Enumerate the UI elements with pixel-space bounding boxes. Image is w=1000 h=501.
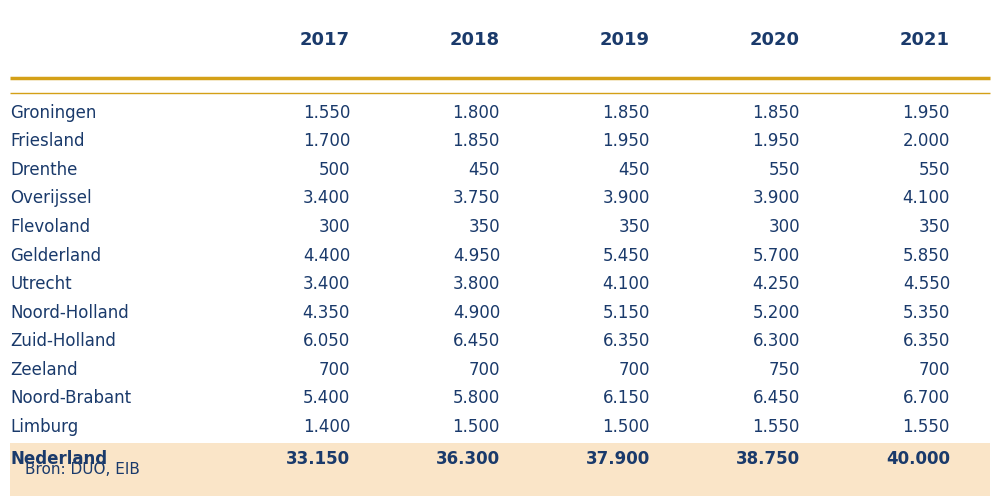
- Text: 4.950: 4.950: [453, 246, 500, 265]
- Text: 450: 450: [618, 161, 650, 179]
- Text: Bron: DUO, EIB: Bron: DUO, EIB: [25, 462, 140, 477]
- Text: 2019: 2019: [600, 31, 650, 49]
- Text: 5.200: 5.200: [753, 304, 800, 322]
- Text: 3.800: 3.800: [453, 275, 500, 293]
- Text: 1.950: 1.950: [753, 132, 800, 150]
- Text: 5.400: 5.400: [303, 389, 350, 407]
- Text: Noord-Brabant: Noord-Brabant: [10, 389, 131, 407]
- Text: 3.900: 3.900: [603, 189, 650, 207]
- Text: Groningen: Groningen: [10, 104, 96, 122]
- Text: 1.800: 1.800: [453, 104, 500, 122]
- Text: 4.550: 4.550: [903, 275, 950, 293]
- Text: 1.700: 1.700: [303, 132, 350, 150]
- Text: 700: 700: [319, 361, 350, 379]
- FancyBboxPatch shape: [10, 443, 990, 496]
- Text: Friesland: Friesland: [10, 132, 84, 150]
- Text: 5.850: 5.850: [903, 246, 950, 265]
- Text: Zuid-Holland: Zuid-Holland: [10, 332, 116, 350]
- Text: 6.350: 6.350: [903, 332, 950, 350]
- Text: Flevoland: Flevoland: [10, 218, 90, 236]
- Text: 3.900: 3.900: [753, 189, 800, 207]
- Text: 1.550: 1.550: [753, 418, 800, 436]
- Text: 5.150: 5.150: [603, 304, 650, 322]
- Text: 6.300: 6.300: [753, 332, 800, 350]
- Text: Zeeland: Zeeland: [10, 361, 78, 379]
- Text: 1.500: 1.500: [603, 418, 650, 436]
- Text: 700: 700: [618, 361, 650, 379]
- Text: 38.750: 38.750: [736, 450, 800, 468]
- Text: 2.000: 2.000: [903, 132, 950, 150]
- Text: 2017: 2017: [300, 31, 350, 49]
- Text: 1.950: 1.950: [903, 104, 950, 122]
- Text: 1.850: 1.850: [753, 104, 800, 122]
- Text: 5.800: 5.800: [453, 389, 500, 407]
- Text: Overijssel: Overijssel: [10, 189, 92, 207]
- Text: 4.250: 4.250: [753, 275, 800, 293]
- Text: 300: 300: [318, 218, 350, 236]
- Text: 1.550: 1.550: [303, 104, 350, 122]
- Text: 4.400: 4.400: [303, 246, 350, 265]
- Text: Gelderland: Gelderland: [10, 246, 101, 265]
- Text: 1.500: 1.500: [453, 418, 500, 436]
- Text: 6.050: 6.050: [303, 332, 350, 350]
- Text: 2018: 2018: [450, 31, 500, 49]
- Text: 350: 350: [618, 218, 650, 236]
- Text: 4.100: 4.100: [603, 275, 650, 293]
- Text: 700: 700: [468, 361, 500, 379]
- Text: 1.850: 1.850: [453, 132, 500, 150]
- Text: 450: 450: [468, 161, 500, 179]
- Text: 6.150: 6.150: [603, 389, 650, 407]
- Text: 1.850: 1.850: [603, 104, 650, 122]
- Text: 300: 300: [768, 218, 800, 236]
- Text: Noord-Holland: Noord-Holland: [10, 304, 129, 322]
- Text: 36.300: 36.300: [436, 450, 500, 468]
- Text: 350: 350: [918, 218, 950, 236]
- Text: 350: 350: [468, 218, 500, 236]
- Text: 4.350: 4.350: [303, 304, 350, 322]
- Text: 6.350: 6.350: [603, 332, 650, 350]
- Text: 5.450: 5.450: [603, 246, 650, 265]
- Text: 4.900: 4.900: [453, 304, 500, 322]
- Text: 33.150: 33.150: [286, 450, 350, 468]
- Text: 700: 700: [918, 361, 950, 379]
- Text: 1.950: 1.950: [603, 132, 650, 150]
- Text: 4.100: 4.100: [903, 189, 950, 207]
- Text: 500: 500: [319, 161, 350, 179]
- Text: 3.400: 3.400: [303, 275, 350, 293]
- Text: 37.900: 37.900: [586, 450, 650, 468]
- Text: 1.400: 1.400: [303, 418, 350, 436]
- Text: 6.450: 6.450: [453, 332, 500, 350]
- Text: Nederland: Nederland: [10, 450, 107, 468]
- Text: 550: 550: [768, 161, 800, 179]
- Text: 6.450: 6.450: [753, 389, 800, 407]
- Text: 2020: 2020: [750, 31, 800, 49]
- Text: 6.700: 6.700: [903, 389, 950, 407]
- Text: 3.400: 3.400: [303, 189, 350, 207]
- Text: 40.000: 40.000: [886, 450, 950, 468]
- Text: 550: 550: [918, 161, 950, 179]
- Text: 750: 750: [768, 361, 800, 379]
- Text: 5.700: 5.700: [753, 246, 800, 265]
- Text: 3.750: 3.750: [453, 189, 500, 207]
- Text: Utrecht: Utrecht: [10, 275, 72, 293]
- Text: Drenthe: Drenthe: [10, 161, 77, 179]
- Text: Limburg: Limburg: [10, 418, 78, 436]
- Text: 5.350: 5.350: [903, 304, 950, 322]
- Text: 1.550: 1.550: [903, 418, 950, 436]
- Text: 2021: 2021: [900, 31, 950, 49]
